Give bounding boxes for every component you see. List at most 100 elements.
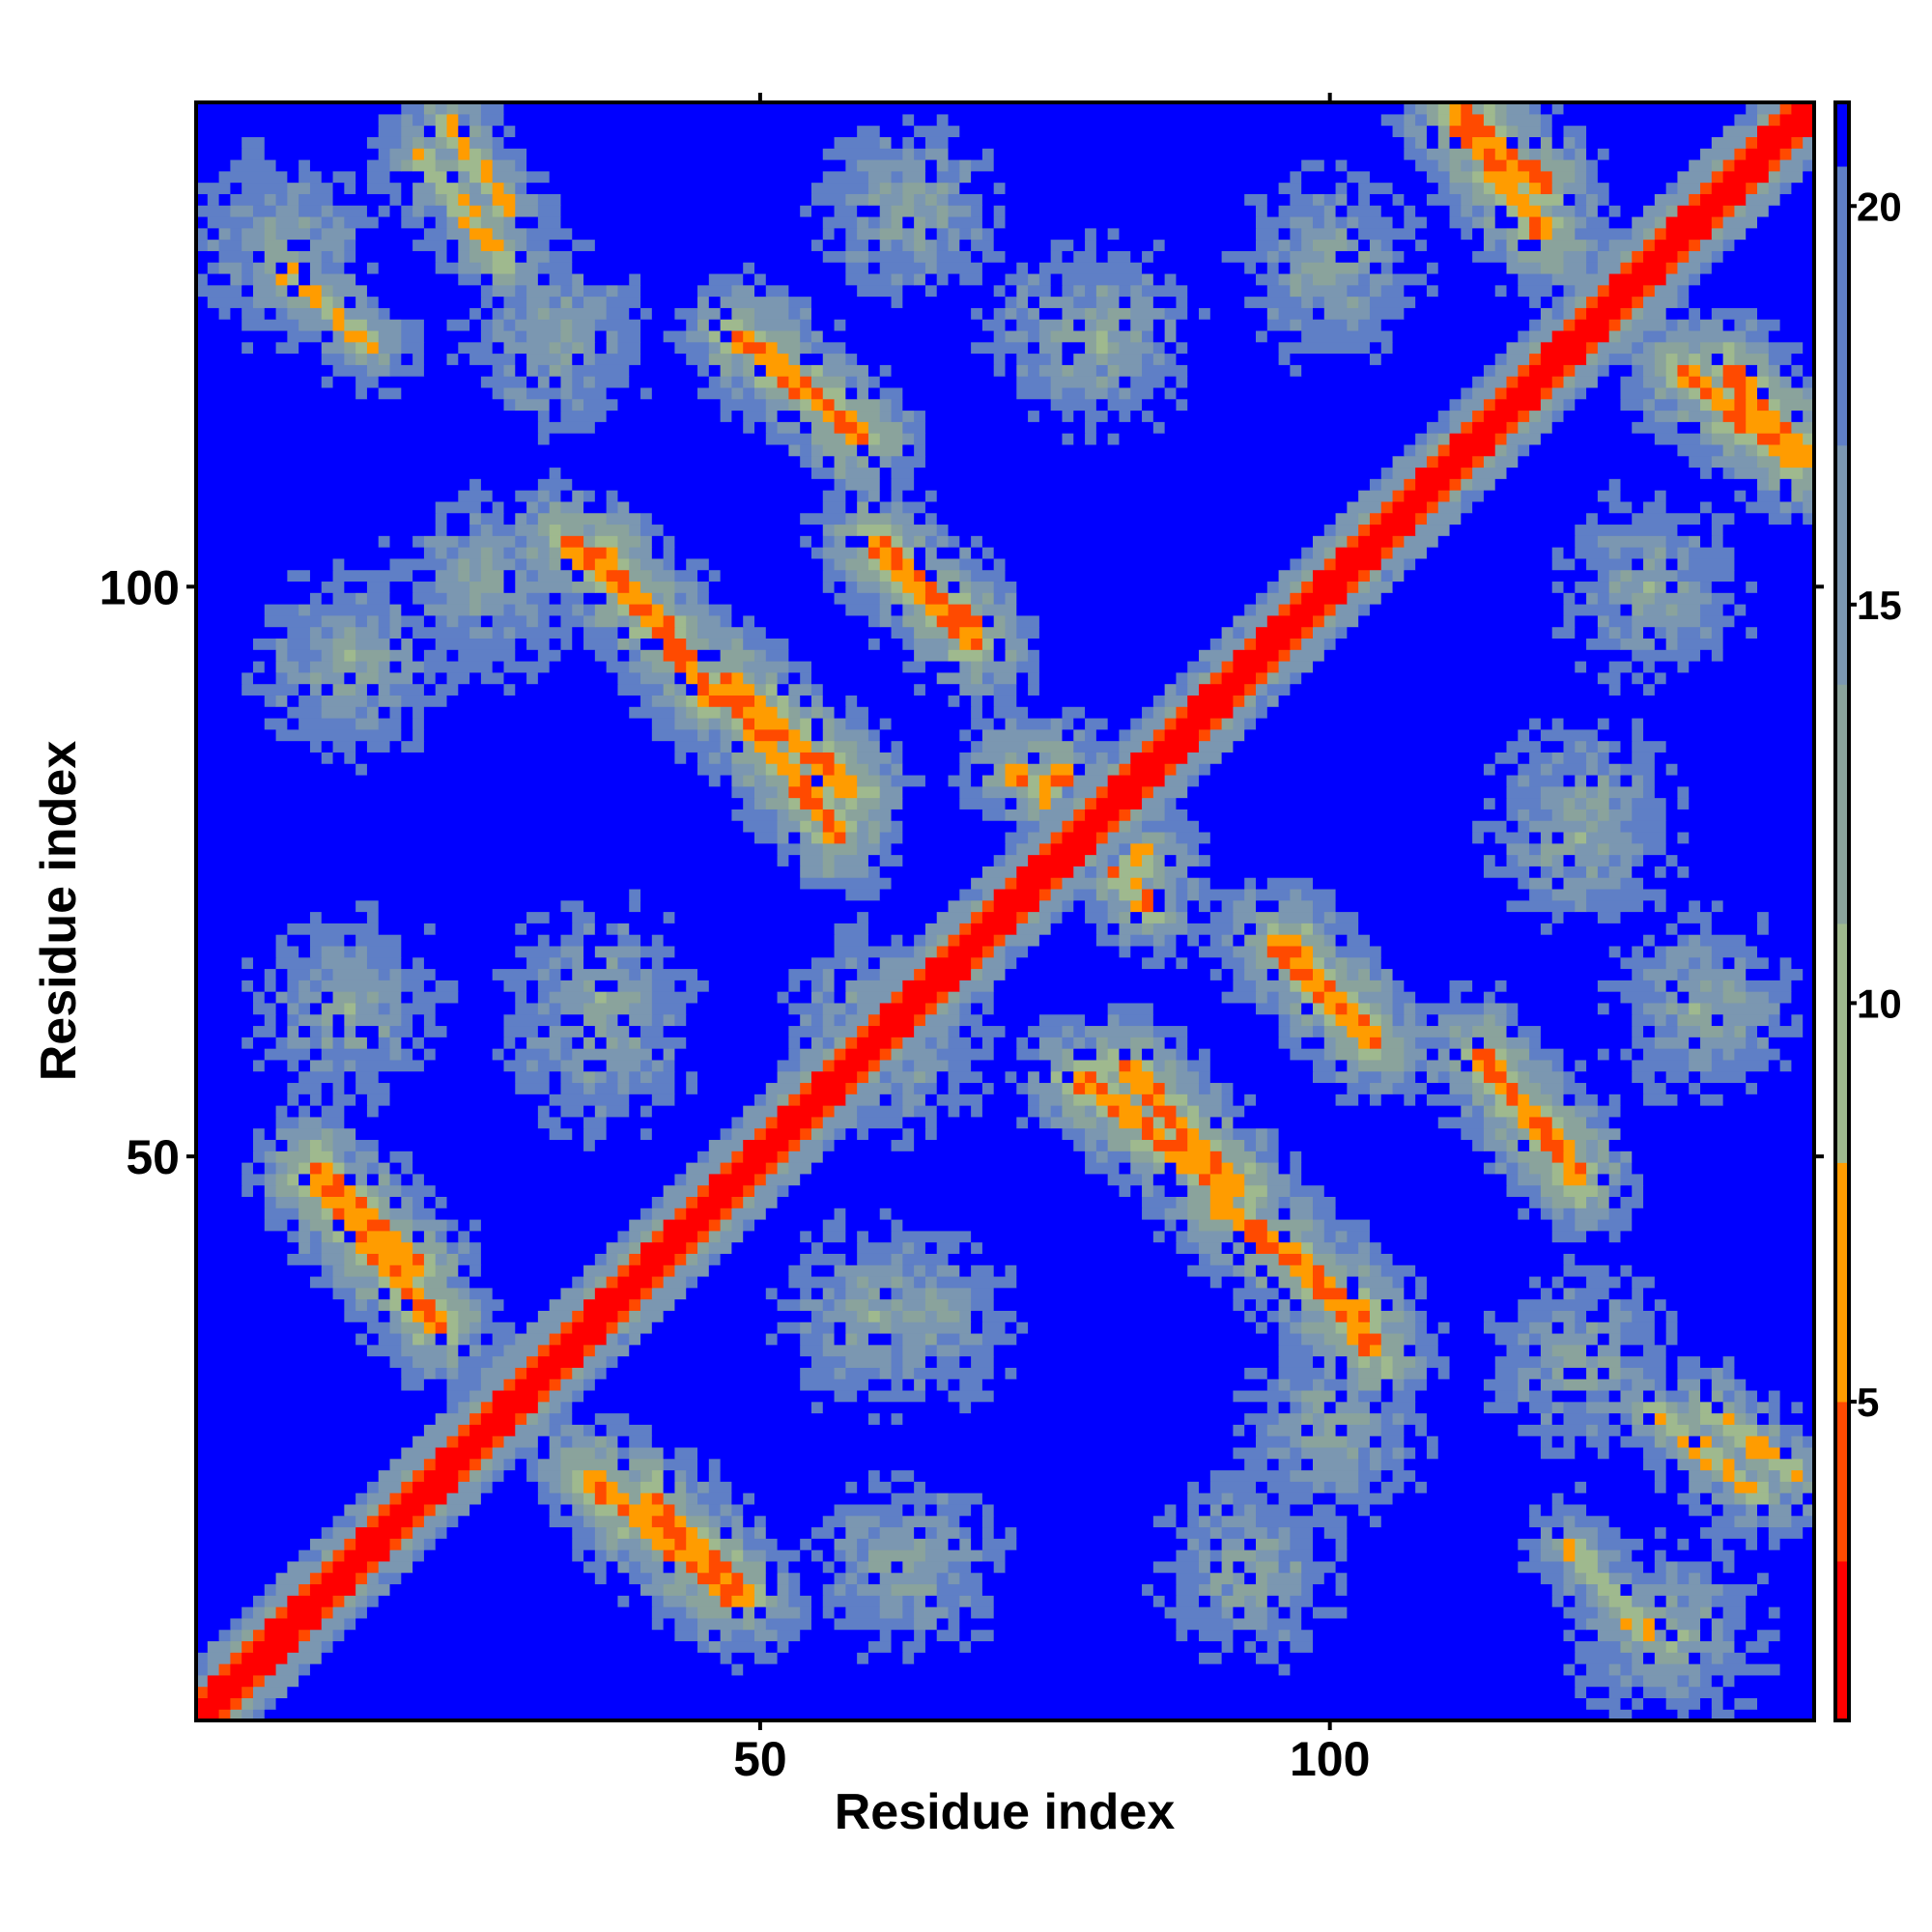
heatmap-cell xyxy=(366,1094,391,1106)
heatmap-cell xyxy=(378,1572,402,1585)
heatmap-cell xyxy=(1494,1332,1519,1346)
heatmap-cell xyxy=(879,557,893,571)
heatmap-cell xyxy=(1312,1253,1337,1265)
heatmap-cell xyxy=(1665,1389,1690,1403)
heatmap-cell xyxy=(549,1435,562,1448)
heatmap-cell xyxy=(1575,785,1587,799)
heatmap-cell xyxy=(560,1082,584,1094)
heatmap-cell xyxy=(1369,956,1382,970)
heatmap-cell xyxy=(697,683,710,696)
heatmap-cell xyxy=(902,1367,915,1379)
heatmap-cell xyxy=(1608,1663,1622,1676)
heatmap-cell xyxy=(981,604,1017,616)
heatmap-cell xyxy=(560,1332,608,1346)
heatmap-cell xyxy=(252,1151,266,1163)
heatmap-cell xyxy=(572,968,630,980)
heatmap-cell xyxy=(1437,1048,1451,1061)
heatmap-cell xyxy=(1506,1184,1542,1197)
heatmap-cell xyxy=(1028,1082,1064,1094)
heatmap-cell xyxy=(355,1253,368,1265)
heatmap-cell xyxy=(902,1037,926,1049)
heatmap-cell xyxy=(708,671,722,685)
heatmap-cell xyxy=(1256,991,1268,1004)
heatmap-cell xyxy=(1551,1059,1565,1072)
heatmap-cell xyxy=(1266,695,1280,707)
heatmap-cell xyxy=(1494,1151,1508,1163)
heatmap-cell xyxy=(924,683,960,696)
heatmap-cell xyxy=(1176,717,1211,730)
heatmap-cell xyxy=(731,671,744,685)
heatmap-cell xyxy=(1700,1082,1747,1094)
heatmap-cell xyxy=(1779,1013,1793,1027)
heatmap-cell xyxy=(1540,1572,1565,1585)
heatmap-cell xyxy=(401,1184,437,1197)
heatmap-cell xyxy=(1312,1412,1325,1425)
heatmap-cell xyxy=(1244,1595,1257,1607)
heatmap-cell xyxy=(1404,1287,1416,1300)
heatmap-cell xyxy=(1415,524,1451,536)
heatmap-cell xyxy=(1256,1151,1280,1163)
heatmap-cell xyxy=(446,1230,459,1243)
heatmap-cell xyxy=(1791,1059,1815,1072)
heatmap-cell xyxy=(537,569,573,582)
heatmap-cell xyxy=(1221,1094,1235,1106)
heatmap-cell xyxy=(800,842,824,856)
heatmap-cell xyxy=(583,1515,596,1528)
heatmap-cell xyxy=(560,1378,584,1391)
heatmap-cell xyxy=(560,1287,584,1300)
heatmap-cell xyxy=(1119,1059,1131,1072)
heatmap-cell xyxy=(355,763,368,776)
heatmap-cell xyxy=(1244,604,1257,616)
heatmap-cell xyxy=(1620,1378,1633,1391)
heatmap-cell xyxy=(1689,1435,1701,1448)
heatmap-cell xyxy=(1746,1652,1815,1664)
heatmap-cell xyxy=(1038,774,1052,787)
heatmap-cell xyxy=(891,752,903,764)
heatmap-cell xyxy=(788,695,801,707)
heatmap-cell xyxy=(515,1412,527,1425)
heatmap-cell xyxy=(1095,842,1121,856)
heatmap-cell xyxy=(1380,1401,1416,1414)
heatmap-cell xyxy=(1209,831,1473,844)
heatmap-cell xyxy=(1791,1469,1804,1482)
heatmap-cell xyxy=(1312,991,1325,1004)
heatmap-cell xyxy=(1016,683,1029,696)
heatmap-cell xyxy=(298,1629,311,1642)
heatmap-cell xyxy=(1472,820,1508,833)
heatmap-cell xyxy=(902,740,972,753)
heatmap-cell xyxy=(1597,866,1610,878)
heatmap-cell xyxy=(537,991,551,1004)
heatmap-cell xyxy=(1404,1048,1428,1061)
heatmap-cell xyxy=(264,1184,277,1197)
heatmap-cell xyxy=(981,945,995,958)
heatmap-cell xyxy=(629,1070,641,1084)
heatmap-cell xyxy=(663,1059,676,1072)
heatmap-cell xyxy=(1016,660,1040,673)
heatmap-cell xyxy=(936,512,1337,526)
heatmap-cell xyxy=(720,1572,733,1585)
heatmap-cell xyxy=(629,626,653,639)
heatmap-cell xyxy=(526,535,551,548)
heatmap-cell xyxy=(1323,1025,1348,1037)
heatmap-cell xyxy=(549,934,562,947)
heatmap-cell xyxy=(971,899,983,913)
heatmap-cell xyxy=(423,1025,448,1037)
heatmap-cell xyxy=(1665,1310,1679,1322)
heatmap-cell xyxy=(845,1048,881,1061)
heatmap-cell xyxy=(948,1560,972,1574)
heatmap-cell xyxy=(1199,1595,1211,1607)
heatmap-cell xyxy=(1506,820,1519,833)
heatmap-cell xyxy=(252,1059,266,1072)
heatmap-cell xyxy=(948,1389,995,1403)
heatmap-cell xyxy=(298,1173,311,1186)
heatmap-cell xyxy=(936,934,950,947)
heatmap-cell xyxy=(309,1059,334,1072)
heatmap-cell xyxy=(1700,1492,1713,1505)
heatmap-cell xyxy=(583,638,619,650)
heatmap-cell xyxy=(720,1162,733,1175)
heatmap-cell xyxy=(287,638,311,650)
heatmap-cell xyxy=(196,888,630,901)
heatmap-cell xyxy=(196,1287,334,1300)
heatmap-cell xyxy=(891,1037,903,1049)
heatmap-cell xyxy=(401,1469,413,1482)
